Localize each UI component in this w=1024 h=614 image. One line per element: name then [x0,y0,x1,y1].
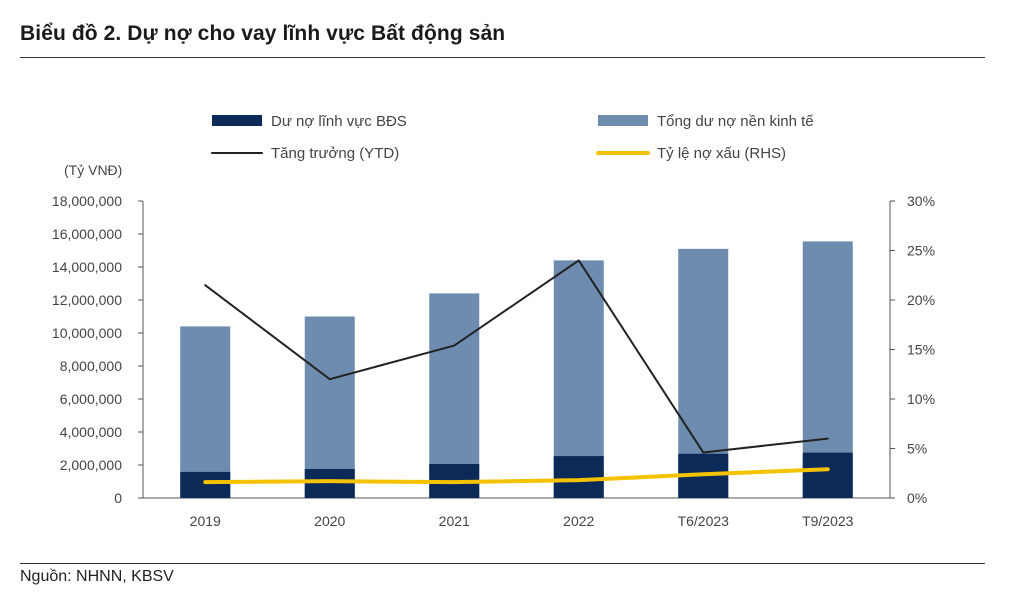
x-tick-label: 2019 [190,513,221,529]
y-tick-label-right: 10% [907,391,935,407]
bar-total-credit [304,316,355,498]
source-note: Nguồn: NHNN, KBSV [20,568,174,585]
line-npl-ratio [203,467,830,485]
y-tick-label-left: 18,000,000 [52,193,122,209]
line-growth-ytd [204,259,829,454]
x-tick-label: 2021 [439,513,470,529]
y-tick-label-left: 0 [114,490,122,506]
bar-total-credit [180,326,231,498]
bar-real-estate-credit [304,468,355,498]
y-tick-label-left: 4,000,000 [60,424,122,440]
y-tick-label-left: 12,000,000 [52,292,122,308]
y-tick-label-left: 16,000,000 [52,226,122,242]
y-tick-label-left: 6,000,000 [60,391,122,407]
x-tick-label: 2020 [314,513,345,529]
legend-item-npl-ratio-label: Tỷ lệ nợ xấu (RHS) [657,145,786,162]
x-tick-label: 2022 [563,513,594,529]
legend-item-real-estate-credit-label: Dư nợ lĩnh vực BĐS [271,113,407,130]
y-tick-label-right: 30% [907,193,935,209]
legend-item-total-credit-swatch [598,115,648,126]
y-tick-label-left: 2,000,000 [60,457,122,473]
y-tick-label-right: 15% [907,342,935,358]
y-tick-label-left: 10,000,000 [52,325,122,341]
title-divider [20,57,985,58]
chart-title: Biểu đồ 2. Dự nợ cho vay lĩnh vực Bất độ… [20,22,506,45]
y-tick-label-right: 5% [907,441,927,457]
y-tick-label-right: 0% [907,490,927,506]
y-unit-label: (Tỷ VNĐ) [64,162,122,178]
x-tick-label: T9/2023 [802,513,854,529]
legend-item-real-estate-credit-swatch [212,115,262,126]
y-tick-label-right: 25% [907,243,935,259]
legend-item-growth-ytd-label: Tăng trưởng (YTD) [271,145,399,162]
bar-real-estate-credit [180,471,231,498]
y-tick-label-left: 14,000,000 [52,259,122,275]
bar-real-estate-credit [802,452,853,498]
y-tick-label-left: 8,000,000 [60,358,122,374]
source-divider [20,563,985,564]
bar-real-estate-credit [553,456,604,498]
bar-total-credit [429,293,480,498]
x-tick-label: T6/2023 [678,513,730,529]
y-tick-label-right: 20% [907,292,935,308]
legend-item-total-credit-label: Tổng dư nợ nền kinh tế [657,113,814,130]
